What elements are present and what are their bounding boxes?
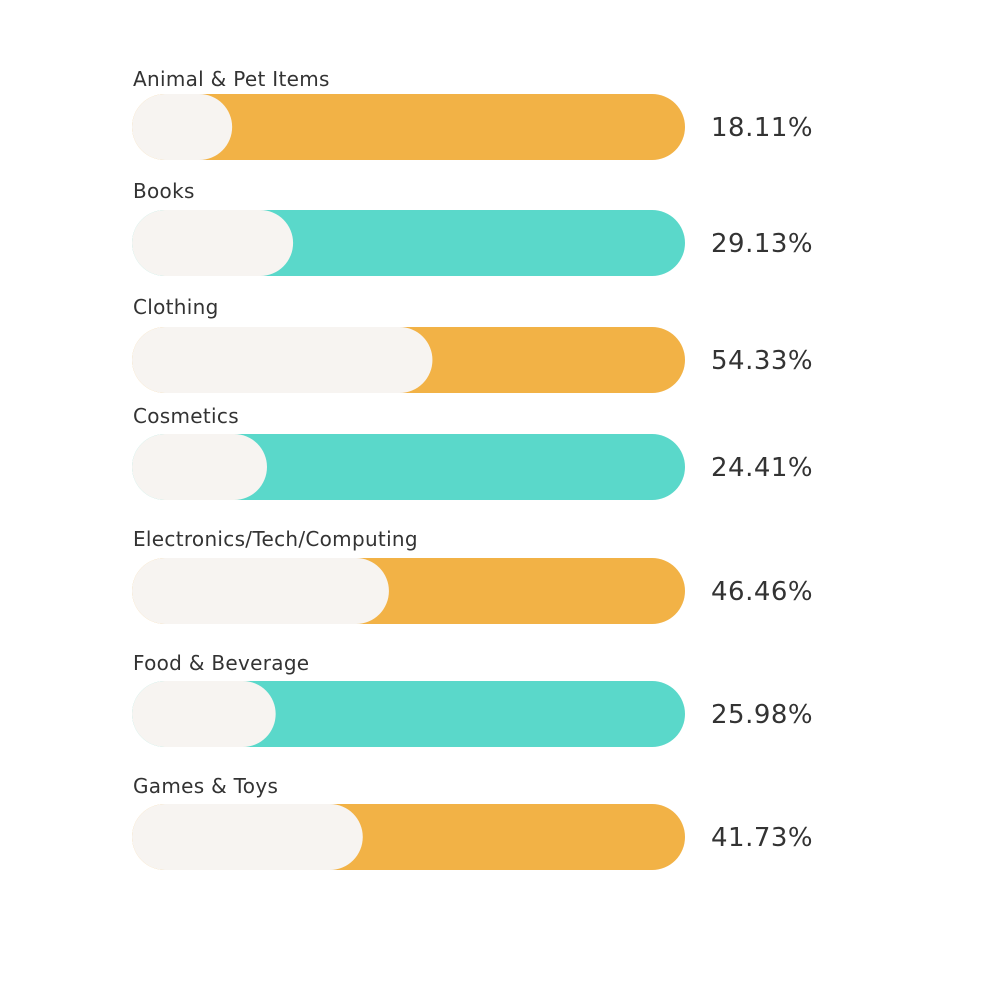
bar-row: Games & Toys 41.73% xyxy=(132,774,813,870)
bar-fill xyxy=(132,434,267,500)
value-label: 18.11% xyxy=(711,113,813,143)
category-label: Clothing xyxy=(133,295,219,319)
category-label: Books xyxy=(133,179,195,203)
bar-row: Food & Beverage 25.98% xyxy=(132,651,813,747)
bar-fill xyxy=(132,681,276,747)
bar-row: Books 29.13% xyxy=(132,179,813,276)
bar-track xyxy=(132,94,685,160)
category-label: Food & Beverage xyxy=(133,651,309,675)
bar-track xyxy=(132,434,685,500)
bar-row: Electronics/Tech/Computing 46.46% xyxy=(132,527,813,624)
category-label: Cosmetics xyxy=(133,404,239,428)
category-label: Games & Toys xyxy=(133,774,278,798)
value-label: 25.98% xyxy=(711,700,813,730)
value-label: 46.46% xyxy=(711,577,813,607)
bar-fill xyxy=(132,327,433,393)
bar-fill xyxy=(132,94,233,160)
value-label: 54.33% xyxy=(711,346,813,376)
category-label: Electronics/Tech/Computing xyxy=(133,527,418,551)
value-label: 24.41% xyxy=(711,453,813,483)
bar-fill xyxy=(132,210,294,276)
bar-row: Animal & Pet Items 18.11% xyxy=(132,67,813,160)
category-label: Animal & Pet Items xyxy=(133,67,330,91)
bar-fill xyxy=(132,558,389,624)
bar-row: Cosmetics 24.41% xyxy=(132,404,813,500)
bar-row: Clothing 54.33% xyxy=(132,295,813,393)
bar-fill xyxy=(132,804,363,870)
value-label: 41.73% xyxy=(711,823,813,853)
value-label: 29.13% xyxy=(711,229,813,259)
